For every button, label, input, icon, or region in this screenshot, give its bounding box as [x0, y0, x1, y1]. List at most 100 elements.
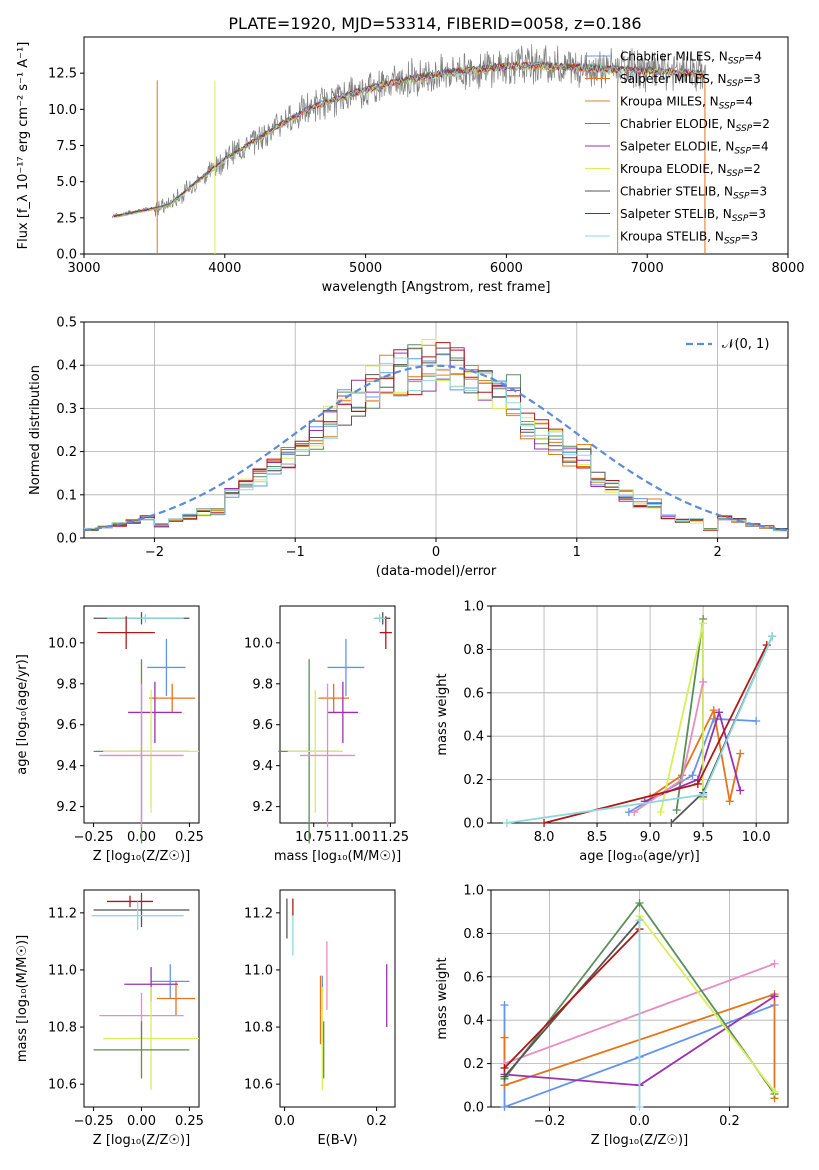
x-tick-label: −1	[286, 545, 305, 560]
model-spectrum-line	[113, 62, 704, 218]
weight_vs_Z-axes: −0.2 0.0 0.2 0.0 0.2 0.4 0.6 0.8 1.0 Z [log₁₀(Z/Z…	[435, 884, 789, 1148]
x-tick-label: 8.5	[587, 830, 608, 845]
y-tick-label: 0.1	[56, 488, 77, 503]
x-tick-label: 0.00	[127, 1114, 156, 1129]
y-tick-label: 10.6	[244, 1078, 273, 1093]
model-spectrum-line	[113, 61, 704, 218]
legend-label: 𝒩(0, 1)	[722, 337, 769, 352]
x-tick-label: −0.2	[534, 1114, 566, 1129]
x-tick-label: 0.0	[629, 1114, 650, 1129]
weight-marker	[715, 708, 724, 717]
y-axis-label: mass [log₁₀(M/M☉)]	[15, 935, 30, 1062]
weight-marker	[699, 619, 708, 628]
x-axis-label: Z [log₁₀(Z/Z☉)]	[591, 1133, 688, 1148]
legend-label: Salpeter MILES, NSSP=3	[620, 72, 761, 89]
y-axis-label: mass weight	[435, 673, 450, 755]
residuals-axes: −2 −1 0 1 2 0.0 0.1 0.2 0.3 0.4 0.5 (data-model)/er…	[28, 316, 789, 579]
figure-title: PLATE=1920, MJD=53314, FIBERID=0058, z=0…	[228, 14, 641, 33]
legend-label: Kroupa STELIB, NSSP=3	[620, 230, 758, 247]
y-tick-label: 0.2	[463, 773, 484, 788]
model-spectrum-line	[113, 60, 704, 218]
weight-line	[633, 681, 704, 813]
y-tick-label: 9.4	[56, 759, 77, 774]
x-tick-label: 0	[432, 545, 440, 560]
y-tick-label: 0.3	[56, 402, 77, 417]
y-tick-label: 0.5	[56, 316, 77, 331]
weight-marker	[672, 805, 681, 814]
model-spectrum-line	[113, 60, 704, 217]
y-tick-label: 11.2	[48, 906, 77, 921]
y-tick-label: 0.8	[463, 643, 484, 658]
axes-frame	[490, 605, 789, 824]
y-tick-label: 0.2	[463, 1057, 484, 1072]
y-tick-label: 2.5	[56, 211, 77, 226]
x-tick-label: 7000	[631, 261, 664, 276]
legend-text: Salpeter MILES, N	[620, 72, 727, 86]
histogram-step-line	[84, 357, 788, 531]
y-tick-label: 0.4	[463, 1014, 484, 1029]
y-tick-label: 9.6	[252, 718, 273, 733]
spectrum-axes: 3000 4000 5000 6000 7000 8000 0.0 2.5 5.0 7.5 10.0…	[16, 36, 805, 295]
x-tick-label: 8000	[771, 261, 804, 276]
y-tick-label: 10.0	[48, 103, 77, 118]
y-tick-label: 10.0	[48, 636, 77, 651]
weight-marker	[500, 1033, 509, 1042]
y-tick-label: 7.5	[56, 139, 77, 154]
x-tick-label: 11.00	[333, 830, 370, 845]
weight-marker	[752, 717, 761, 726]
y-tick-label: 0.6	[463, 970, 484, 985]
weight-marker	[630, 808, 639, 817]
x-tick-label: 0.0	[274, 1114, 295, 1129]
weight-marker	[725, 797, 734, 806]
y-tick-label: 9.4	[252, 759, 273, 774]
legend-subscript: SSP	[727, 79, 744, 89]
y-tick-label: 0.0	[56, 532, 77, 547]
y-tick-label: 10.0	[244, 636, 273, 651]
legend-subscript: SSP	[719, 102, 736, 112]
model-spectrum-line	[113, 61, 704, 218]
axes-frame	[279, 889, 396, 1108]
legend-text: Kroupa ELODIE, N	[620, 162, 727, 176]
y-tick-label: 10.8	[244, 1021, 273, 1036]
y-tick-label: 10.8	[48, 1021, 77, 1036]
y-tick-label: 0.8	[463, 927, 484, 942]
y-tick-label: 9.8	[56, 677, 77, 692]
weight-marker	[699, 790, 708, 799]
weight-line	[506, 636, 773, 824]
legend-subscript: SSP	[728, 57, 745, 67]
weight-marker	[635, 916, 644, 925]
weight-line	[503, 928, 641, 1069]
y-tick-label: 9.8	[252, 677, 273, 692]
legend-subscript: SSP	[733, 192, 750, 202]
x-axis-label: Z [log₁₀(Z/Z☉)]	[93, 849, 190, 864]
legend-label: Chabrier MILES, NSSP=4	[620, 50, 762, 67]
weight-marker	[500, 1072, 509, 1081]
y-tick-label: 1.0	[463, 600, 484, 615]
y-tick-label: 10.6	[48, 1078, 77, 1093]
legend-subscript: SSP	[724, 237, 741, 247]
legend-text: Kroupa MILES, N	[620, 95, 719, 109]
y-axis-label: Normed distribution	[28, 365, 43, 495]
age_vs_mass-axes: 10.75 11.00 11.25 9.2 9.4 9.6 9.8 10.0 mass [log…	[244, 605, 409, 864]
legend-subscript: SSP	[732, 214, 749, 224]
weight-marker	[693, 779, 702, 788]
legend-subscript: SSP	[734, 147, 751, 157]
x-tick-label: 10.0	[742, 830, 771, 845]
legend-subscript: SSP	[727, 169, 744, 179]
weight-marker	[770, 992, 779, 1001]
y-tick-label: 9.2	[252, 800, 273, 815]
y-tick-label: 11.2	[244, 906, 273, 921]
y-tick-label: 0.6	[463, 686, 484, 701]
y-tick-label: 5.0	[56, 175, 77, 190]
model-spectrum-line	[113, 60, 704, 217]
legend-value: =4	[744, 50, 762, 64]
weight-marker	[540, 819, 549, 827]
x-tick-label: 10.75	[295, 830, 332, 845]
legend-label: Kroupa ELODIE, NSSP=2	[620, 162, 761, 179]
weight-marker	[500, 1001, 509, 1010]
legend-label: Salpeter ELODIE, NSSP=4	[620, 140, 769, 157]
legend-value: =3	[750, 185, 768, 199]
y-axis-label: mass weight	[435, 957, 450, 1039]
x-tick-label: 3000	[67, 261, 100, 276]
x-tick-label: 0.2	[719, 1114, 740, 1129]
